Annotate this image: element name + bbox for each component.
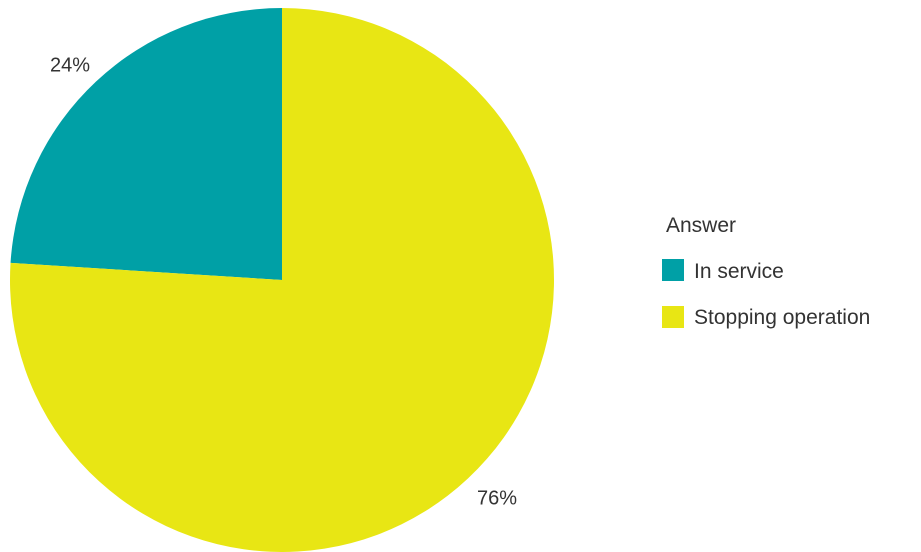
pie-slice-labels: 24% 76% (50, 54, 517, 509)
legend-swatch-in-service (662, 259, 684, 281)
pie-slices (10, 8, 555, 552)
slice-value-label-in-service: 24% (50, 54, 90, 76)
pie-slice-in-service (10, 8, 282, 280)
legend-label-in-service: In service (694, 260, 784, 283)
legend-label-stopping-operation: Stopping operation (694, 306, 870, 329)
pie-slice-stopping-operation (10, 8, 555, 552)
legend-title: Answer (666, 214, 736, 237)
slice-value-label-stopping-operation: 76% (477, 487, 517, 509)
legend-swatch-stopping-operation (662, 306, 684, 328)
legend: Answer In service Stopping operation (662, 214, 870, 329)
